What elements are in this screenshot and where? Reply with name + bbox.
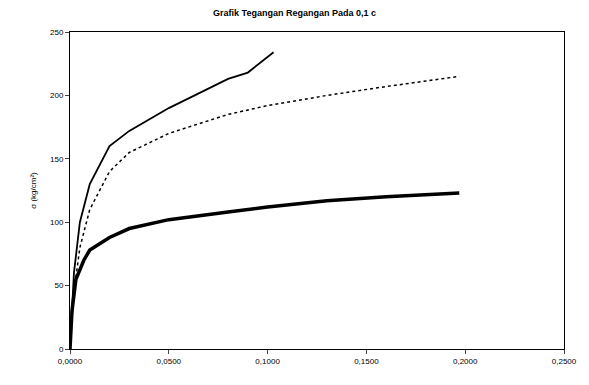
- svg-text:200: 200: [50, 91, 64, 100]
- svg-text:0,1500: 0,1500: [354, 357, 379, 366]
- svg-text:0,2000: 0,2000: [453, 357, 478, 366]
- svg-text:σ (kg/cm²): σ (kg/cm²): [29, 172, 38, 209]
- svg-text:250: 250: [50, 28, 64, 37]
- svg-text:0,0000: 0,0000: [58, 357, 83, 366]
- svg-text:Grafik Tegangan Regangan Pada: Grafik Tegangan Regangan Pada 0,1 c: [213, 8, 376, 18]
- svg-text:0,1000: 0,1000: [255, 357, 280, 366]
- svg-text:50: 50: [54, 281, 63, 290]
- svg-text:150: 150: [50, 155, 64, 164]
- svg-text:0,2500: 0,2500: [552, 357, 577, 366]
- svg-text:100: 100: [50, 218, 64, 227]
- svg-text:0: 0: [59, 345, 64, 354]
- svg-text:0,0500: 0,0500: [157, 357, 182, 366]
